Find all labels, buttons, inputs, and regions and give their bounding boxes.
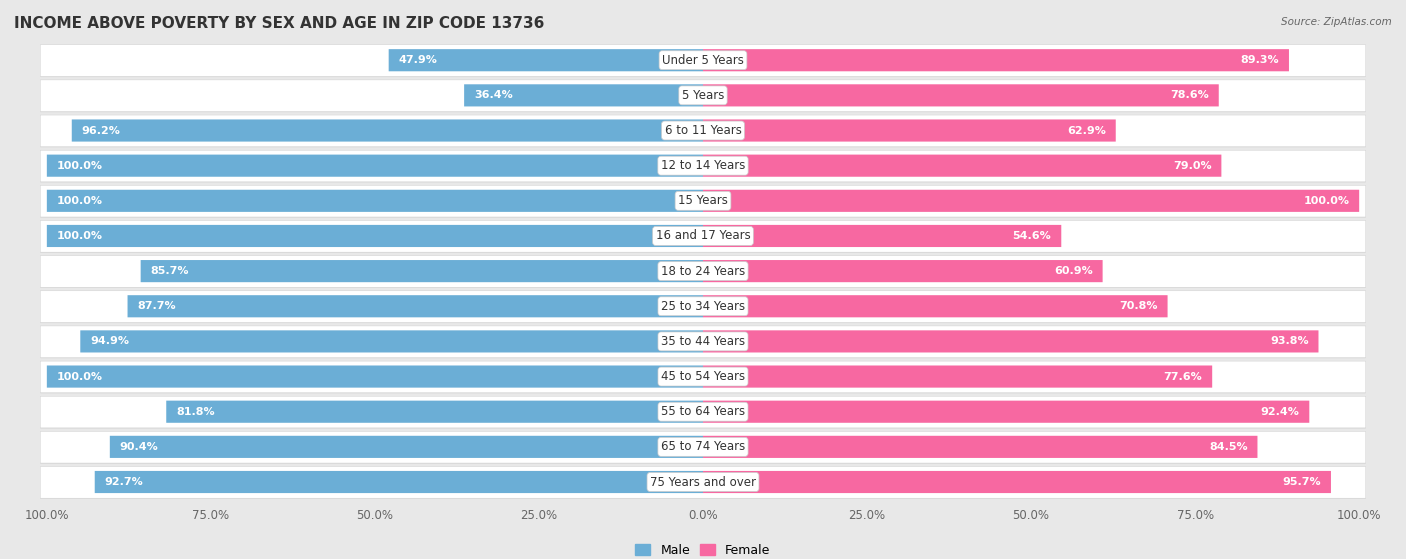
FancyBboxPatch shape — [41, 432, 1365, 464]
FancyBboxPatch shape — [41, 150, 1365, 183]
Text: 75 Years and over: 75 Years and over — [650, 476, 756, 489]
FancyBboxPatch shape — [41, 326, 1365, 358]
FancyBboxPatch shape — [46, 190, 703, 212]
Text: 54.6%: 54.6% — [1012, 231, 1052, 241]
FancyBboxPatch shape — [94, 471, 703, 493]
Text: 77.6%: 77.6% — [1164, 372, 1202, 382]
FancyBboxPatch shape — [41, 220, 1365, 253]
Text: 100.0%: 100.0% — [56, 160, 103, 170]
Text: 93.8%: 93.8% — [1270, 337, 1309, 347]
Text: 47.9%: 47.9% — [398, 55, 437, 65]
FancyBboxPatch shape — [72, 120, 703, 141]
FancyBboxPatch shape — [41, 361, 1365, 393]
Text: 45 to 54 Years: 45 to 54 Years — [661, 370, 745, 383]
Text: 95.7%: 95.7% — [1282, 477, 1322, 487]
Text: 92.4%: 92.4% — [1261, 407, 1299, 416]
Text: 79.0%: 79.0% — [1173, 160, 1212, 170]
Text: 70.8%: 70.8% — [1119, 301, 1157, 311]
Text: 96.2%: 96.2% — [82, 126, 121, 135]
Text: 16 and 17 Years: 16 and 17 Years — [655, 229, 751, 243]
FancyBboxPatch shape — [41, 186, 1365, 217]
FancyBboxPatch shape — [80, 330, 703, 353]
Text: 87.7%: 87.7% — [138, 301, 176, 311]
Text: 92.7%: 92.7% — [104, 477, 143, 487]
FancyBboxPatch shape — [703, 155, 1222, 177]
Text: Under 5 Years: Under 5 Years — [662, 54, 744, 67]
FancyBboxPatch shape — [703, 225, 1062, 247]
FancyBboxPatch shape — [703, 330, 1319, 353]
Text: INCOME ABOVE POVERTY BY SEX AND AGE IN ZIP CODE 13736: INCOME ABOVE POVERTY BY SEX AND AGE IN Z… — [14, 16, 544, 31]
Text: 100.0%: 100.0% — [56, 372, 103, 382]
Text: 85.7%: 85.7% — [150, 266, 188, 276]
Text: 100.0%: 100.0% — [56, 231, 103, 241]
FancyBboxPatch shape — [464, 84, 703, 106]
FancyBboxPatch shape — [703, 84, 1219, 106]
Text: 78.6%: 78.6% — [1170, 91, 1209, 101]
FancyBboxPatch shape — [41, 291, 1365, 323]
FancyBboxPatch shape — [388, 49, 703, 72]
Text: 36.4%: 36.4% — [474, 91, 513, 101]
Text: 65 to 74 Years: 65 to 74 Years — [661, 440, 745, 453]
FancyBboxPatch shape — [41, 115, 1365, 146]
FancyBboxPatch shape — [46, 155, 703, 177]
Text: 5 Years: 5 Years — [682, 89, 724, 102]
Text: 60.9%: 60.9% — [1054, 266, 1092, 276]
Text: 90.4%: 90.4% — [120, 442, 159, 452]
FancyBboxPatch shape — [110, 436, 703, 458]
FancyBboxPatch shape — [41, 361, 1365, 394]
Text: 25 to 34 Years: 25 to 34 Years — [661, 300, 745, 313]
FancyBboxPatch shape — [41, 220, 1365, 252]
FancyBboxPatch shape — [166, 401, 703, 423]
FancyBboxPatch shape — [128, 295, 703, 318]
Text: 100.0%: 100.0% — [56, 196, 103, 206]
Text: 35 to 44 Years: 35 to 44 Years — [661, 335, 745, 348]
FancyBboxPatch shape — [41, 396, 1365, 428]
Legend: Male, Female: Male, Female — [630, 539, 776, 559]
FancyBboxPatch shape — [703, 120, 1116, 141]
FancyBboxPatch shape — [703, 190, 1360, 212]
Text: Source: ZipAtlas.com: Source: ZipAtlas.com — [1281, 17, 1392, 27]
FancyBboxPatch shape — [703, 49, 1289, 72]
FancyBboxPatch shape — [703, 366, 1212, 387]
Text: 55 to 64 Years: 55 to 64 Years — [661, 405, 745, 418]
FancyBboxPatch shape — [41, 255, 1365, 288]
FancyBboxPatch shape — [41, 80, 1365, 112]
FancyBboxPatch shape — [41, 150, 1365, 182]
FancyBboxPatch shape — [41, 255, 1365, 287]
FancyBboxPatch shape — [703, 260, 1102, 282]
FancyBboxPatch shape — [703, 471, 1331, 493]
FancyBboxPatch shape — [703, 295, 1167, 318]
Text: 62.9%: 62.9% — [1067, 126, 1107, 135]
FancyBboxPatch shape — [41, 326, 1365, 358]
Text: 100.0%: 100.0% — [1303, 196, 1350, 206]
FancyBboxPatch shape — [41, 45, 1365, 77]
FancyBboxPatch shape — [703, 436, 1257, 458]
Text: 15 Years: 15 Years — [678, 195, 728, 207]
FancyBboxPatch shape — [41, 432, 1365, 463]
FancyBboxPatch shape — [41, 291, 1365, 323]
FancyBboxPatch shape — [41, 467, 1365, 498]
FancyBboxPatch shape — [46, 225, 703, 247]
FancyBboxPatch shape — [703, 401, 1309, 423]
FancyBboxPatch shape — [41, 80, 1365, 112]
FancyBboxPatch shape — [41, 45, 1365, 77]
Text: 84.5%: 84.5% — [1209, 442, 1247, 452]
Text: 94.9%: 94.9% — [90, 337, 129, 347]
Text: 89.3%: 89.3% — [1240, 55, 1279, 65]
FancyBboxPatch shape — [41, 115, 1365, 148]
FancyBboxPatch shape — [41, 467, 1365, 499]
FancyBboxPatch shape — [41, 186, 1365, 217]
FancyBboxPatch shape — [141, 260, 703, 282]
FancyBboxPatch shape — [41, 396, 1365, 429]
Text: 12 to 14 Years: 12 to 14 Years — [661, 159, 745, 172]
FancyBboxPatch shape — [46, 366, 703, 387]
Text: 18 to 24 Years: 18 to 24 Years — [661, 264, 745, 278]
Text: 81.8%: 81.8% — [176, 407, 215, 416]
Text: 6 to 11 Years: 6 to 11 Years — [665, 124, 741, 137]
